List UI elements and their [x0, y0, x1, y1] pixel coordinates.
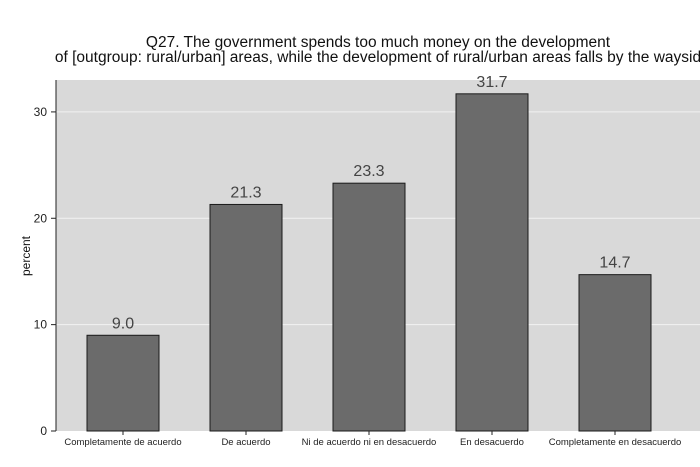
y-tick-label: 0: [40, 424, 47, 438]
bar: [332, 182, 406, 432]
bar-value-label: 14.7: [599, 255, 630, 272]
x-tick-label: Completamente en desacuerdo: [549, 437, 682, 448]
chart-title-line-2: of [outgroup: rural/urban] areas, while …: [55, 49, 700, 66]
bars: [86, 93, 652, 432]
x-tick-label: De acuerdo: [221, 437, 270, 448]
y-axis-ticks: 0 10 20 30: [34, 105, 56, 438]
y-tick-label: 30: [34, 105, 48, 119]
data-labels: 9.0 21.3 23.3 31.7 14.7: [112, 74, 631, 332]
x-tick-label: Ni de acuerdo ni en desacuerdo: [302, 437, 437, 448]
bar-value-label: 9.0: [112, 315, 134, 332]
y-tick-label: 20: [34, 211, 48, 225]
x-tick-label: En desacuerdo: [460, 437, 524, 448]
y-axis-label: percent: [19, 235, 33, 276]
bar-value-label: 31.7: [476, 74, 507, 91]
bar: [209, 203, 283, 432]
chart-title-line-1: Q27. The government spends too much mone…: [146, 34, 611, 51]
bar: [455, 93, 529, 432]
y-tick-label: 10: [34, 318, 48, 332]
bar-value-label: 23.3: [353, 163, 384, 180]
bar: [86, 334, 160, 432]
bar: [578, 274, 652, 432]
x-tick-label: Completamente de acuerdo: [64, 437, 181, 448]
x-axis-ticks: Completamente de acuerdo De acuerdo Ni de …: [64, 431, 681, 448]
bar-value-label: 21.3: [230, 184, 261, 201]
